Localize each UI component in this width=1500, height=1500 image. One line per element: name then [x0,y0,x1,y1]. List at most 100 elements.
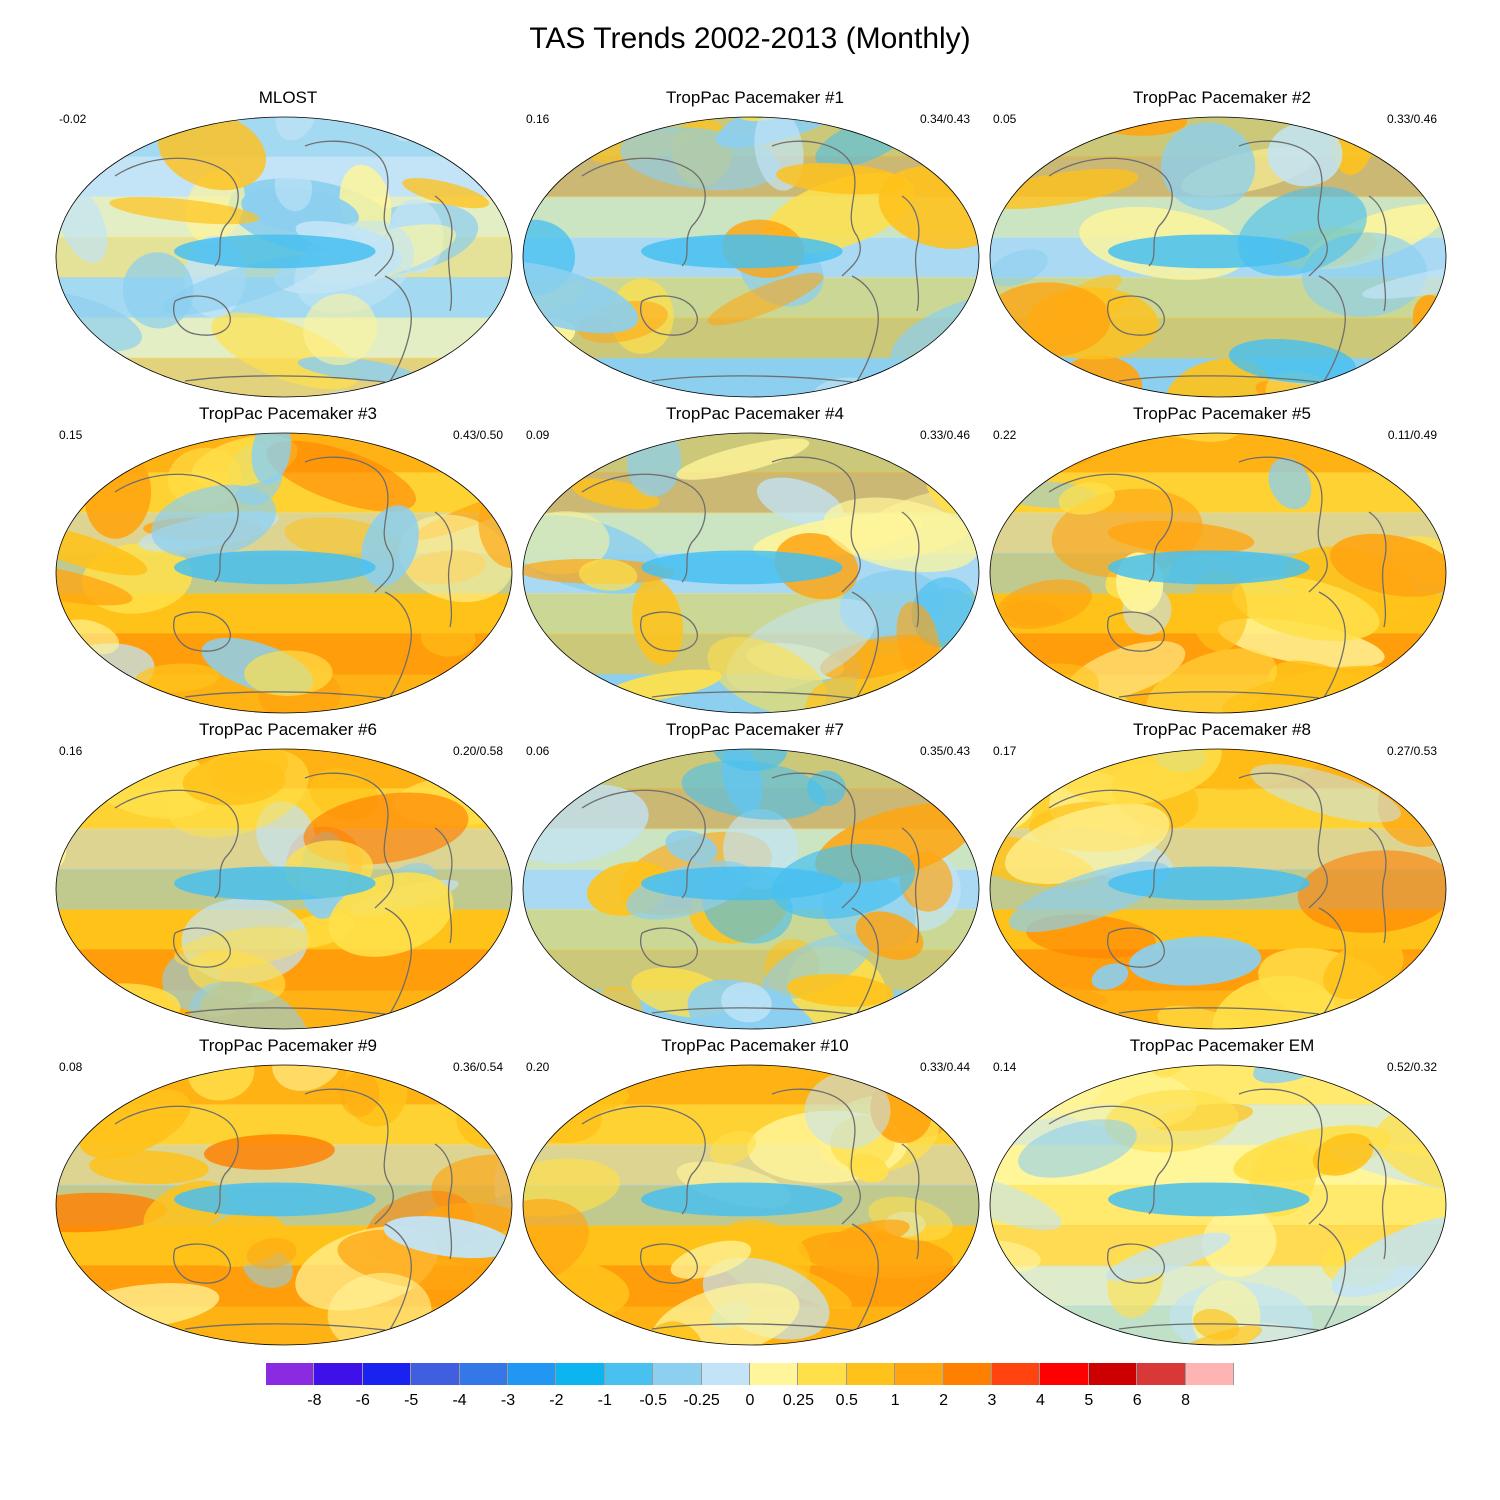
robinson-map [522,1064,980,1346]
colorbar-swatch [943,1363,992,1385]
panel-right-stat: 0.33/0.46 [1386,112,1437,126]
robinson-map [55,116,513,398]
panel-left-stat: 0.09 [526,428,550,442]
map-panel: TropPac Pacemaker EM 0.14 0.52/0.32 [989,1036,1455,1354]
colorbar-swatch [411,1363,460,1385]
panel-left-stat: 0.22 [993,428,1017,442]
panel-left-stat: 0.20 [526,1060,550,1074]
colorbar-swatch [750,1363,799,1385]
colorbar-swatch [1185,1363,1234,1385]
map-panel: MLOST -0.02 [55,88,521,406]
colorbar-swatch [508,1363,557,1385]
map-panel: TropPac Pacemaker #4 0.09 0.33/0.46 [522,404,988,722]
panel-title: TropPac Pacemaker #2 [1133,88,1311,107]
colorbar-swatch [1040,1363,1089,1385]
map-panel: TropPac Pacemaker #9 0.08 0.36/0.54 [55,1036,521,1354]
colorbar-swatch [556,1363,605,1385]
panel-right-stat: 0.33/0.46 [919,428,970,442]
robinson-map [989,432,1447,714]
colorbar-tick-label: 6 [1132,1392,1142,1409]
map-panel: TropPac Pacemaker #7 0.06 0.35/0.43 [522,720,988,1038]
robinson-map [55,432,513,714]
colorbar-swatch [362,1363,412,1385]
robinson-map [522,748,980,1030]
panel-title: TropPac Pacemaker #7 [666,720,844,739]
colorbar-swatch [895,1363,944,1385]
colorbar-tick-label: -0.5 [639,1392,667,1409]
robinson-map [989,1064,1447,1346]
colorbar-swatch [1088,1363,1138,1385]
panel-left-stat: 0.05 [993,112,1017,126]
panel-right-stat: 0.34/0.43 [919,112,970,126]
panel-left-stat: 0.08 [59,1060,83,1074]
panel-title: TropPac Pacemaker #3 [199,404,377,423]
panel-title: TropPac Pacemaker #10 [661,1036,849,1055]
colorbar-swatch [846,1363,896,1385]
robinson-map [55,1064,513,1346]
map-panel: TropPac Pacemaker #5 0.22 0.11/0.49 [989,404,1455,722]
colorbar-tick-label: 0.25 [782,1392,814,1409]
panel-title: TropPac Pacemaker #5 [1133,404,1311,423]
figure-title: TAS Trends 2002-2013 (Monthly) [529,22,971,55]
colorbar: -8 -6 -5 -4 -3 -2 -1 -0.5 -0.25 0 0.25 0.5 1 2 3 4 5 6 8 [266,1363,1234,1423]
colorbar-tick-label: 5 [1084,1392,1094,1409]
colorbar-tick-label: -4 [452,1392,467,1409]
panel-right-stat: 0.20/0.58 [452,744,503,758]
colorbar-tick-label: 0 [745,1392,755,1409]
panel-left-stat: 0.06 [526,744,550,758]
panel-left-stat: 0.17 [993,744,1017,758]
colorbar-tick-label: -2 [549,1392,564,1409]
colorbar-swatch [1137,1363,1186,1385]
colorbar-swatch [798,1363,847,1385]
colorbar-tick-label: 0.5 [835,1392,858,1409]
panel-right-stat: 0.33/0.44 [919,1060,970,1074]
colorbar-swatch [459,1363,508,1385]
colorbar-tick-label: -0.25 [683,1392,720,1409]
robinson-map [522,116,980,398]
panel-left-stat: 0.16 [526,112,550,126]
panel-title: TropPac Pacemaker #9 [199,1036,377,1055]
colorbar-tick-label: 4 [1035,1392,1045,1409]
colorbar-tick-label: 3 [987,1392,997,1409]
colorbar-swatch [701,1363,750,1385]
panel-right-stat: 0.35/0.43 [919,744,970,758]
colorbar-swatch [266,1363,315,1385]
colorbar-tick-label: 1 [890,1392,900,1409]
map-panel: TropPac Pacemaker #1 0.16 0.34/0.43 [522,88,988,406]
panel-right-stat: 0.52/0.32 [1386,1060,1437,1074]
panel-title: TropPac Pacemaker #8 [1133,720,1311,739]
colorbar-tick-label: -8 [307,1392,322,1409]
panel-right-stat: 0.36/0.54 [452,1060,503,1074]
panel-title: TropPac Pacemaker #1 [666,88,844,107]
panel-right-stat: 0.11/0.49 [1387,428,1437,442]
panel-right-stat: 0.43/0.50 [452,428,503,442]
colorbar-tick-label: -1 [597,1392,612,1409]
map-panel: TropPac Pacemaker #3 0.15 0.43/0.50 [55,404,521,722]
colorbar-tick-label: 2 [939,1392,949,1409]
colorbar-tick-label: 8 [1181,1392,1191,1409]
map-panel: TropPac Pacemaker #6 0.16 0.20/0.58 [55,720,521,1038]
map-panel: TropPac Pacemaker #10 0.20 0.33/0.44 [522,1036,988,1354]
colorbar-tick-label: -5 [404,1392,419,1409]
colorbar-swatch [653,1363,702,1385]
panel-title: TropPac Pacemaker #6 [199,720,377,739]
colorbar-tick-label: -6 [355,1392,370,1409]
panel-left-stat: 0.14 [993,1060,1017,1074]
colorbar-swatch [604,1363,654,1385]
panel-title: TropPac Pacemaker EM [1129,1036,1315,1055]
robinson-map [989,748,1447,1030]
panel-left-stat: -0.02 [59,112,87,126]
panel-title: MLOST [258,88,318,107]
panel-right-stat: 0.27/0.53 [1386,744,1437,758]
colorbar-swatch [992,1363,1041,1385]
panel-left-stat: 0.16 [59,744,83,758]
colorbar-swatch [314,1363,363,1385]
panel-left-stat: 0.15 [59,428,83,442]
robinson-map [55,748,513,1030]
robinson-map [989,116,1447,398]
map-panel: TropPac Pacemaker #2 0.05 0.33/0.46 [989,88,1455,406]
colorbar-tick-label: -3 [500,1392,516,1409]
panel-title: TropPac Pacemaker #4 [666,404,844,423]
map-panel: TropPac Pacemaker #8 0.17 0.27/0.53 [989,720,1455,1038]
robinson-map [522,432,980,714]
